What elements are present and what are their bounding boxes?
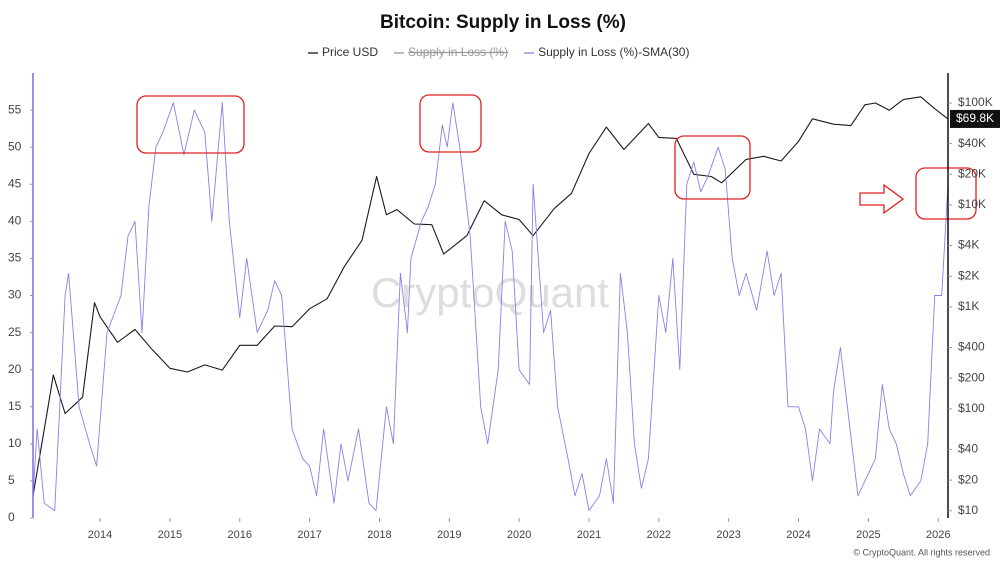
last-value-box — [950, 109, 1000, 128]
y2-tick-label: $10K — [958, 197, 986, 211]
y2-tick-label: $20K — [958, 166, 986, 180]
x-tick-label: 2015 — [158, 529, 182, 541]
x-tick-label: 2016 — [228, 529, 252, 541]
x-tick-label: 2021 — [577, 529, 601, 541]
y-tick-label: 0 — [8, 510, 15, 524]
highlight-box — [136, 95, 245, 154]
x-tick-label: 2025 — [856, 529, 880, 541]
y-tick-label: 15 — [8, 399, 22, 413]
y-tick-label: 25 — [8, 325, 22, 339]
legend-label[interactable]: Supply in Loss (%) — [408, 45, 508, 59]
series-line — [32, 102, 949, 512]
x-tick-label: 2023 — [716, 529, 740, 541]
x-tick-label: 2026 — [926, 529, 950, 541]
y2-tick-label: $4K — [958, 238, 979, 252]
x-tick-label: 2024 — [786, 529, 810, 541]
y2-tick-label: $40K — [958, 136, 986, 150]
footer: © CryptoQuant. All rights reserved — [853, 547, 990, 557]
x-tick-label: 2014 — [88, 529, 112, 541]
annotations — [136, 94, 977, 220]
y2-tick-label: $2K — [958, 268, 979, 282]
y-tick-label: 5 — [8, 473, 15, 487]
series-line — [32, 96, 949, 496]
y-tick-label: 30 — [8, 288, 22, 302]
last-value-label: $69.8K — [956, 111, 994, 125]
y2-tick-label: $1K — [958, 299, 979, 313]
y2-tick-label: $200 — [958, 370, 985, 384]
x-tick-label: 2022 — [647, 529, 671, 541]
chart-title: Bitcoin: Supply in Loss (%) — [380, 12, 626, 33]
legend-label[interactable]: Price USD — [322, 45, 378, 59]
y2-tick-label: $100K — [958, 95, 993, 109]
watermark: CryptoQuant — [371, 269, 609, 316]
y-tick-label: 10 — [8, 436, 22, 450]
y-tick-label: 50 — [8, 139, 22, 153]
y-tick-label: 35 — [8, 251, 22, 265]
y2-tick-label: $400 — [958, 340, 985, 354]
y2-tick-label: $10 — [958, 503, 978, 517]
plot-area — [32, 96, 949, 512]
y-tick-label: 40 — [8, 214, 22, 228]
y-tick-label: 20 — [8, 362, 22, 376]
y-tick-label: 45 — [8, 176, 22, 190]
x-tick-label: 2020 — [507, 529, 531, 541]
x-tick-label: 2018 — [367, 529, 391, 541]
arrow — [859, 183, 905, 215]
y2-tick-label: $100 — [958, 401, 985, 415]
y2-tick-label: $40 — [958, 442, 978, 456]
y2-tick-label: $20 — [958, 472, 978, 486]
x-tick-label: 2017 — [297, 529, 321, 541]
highlight-box — [674, 135, 751, 200]
highlight-box — [915, 167, 977, 220]
y-tick-label: 55 — [8, 102, 22, 116]
x-tick-label: 2019 — [437, 529, 461, 541]
highlight-box — [419, 94, 482, 153]
legend-label[interactable]: Supply in Loss (%)-SMA(30) — [538, 45, 689, 59]
